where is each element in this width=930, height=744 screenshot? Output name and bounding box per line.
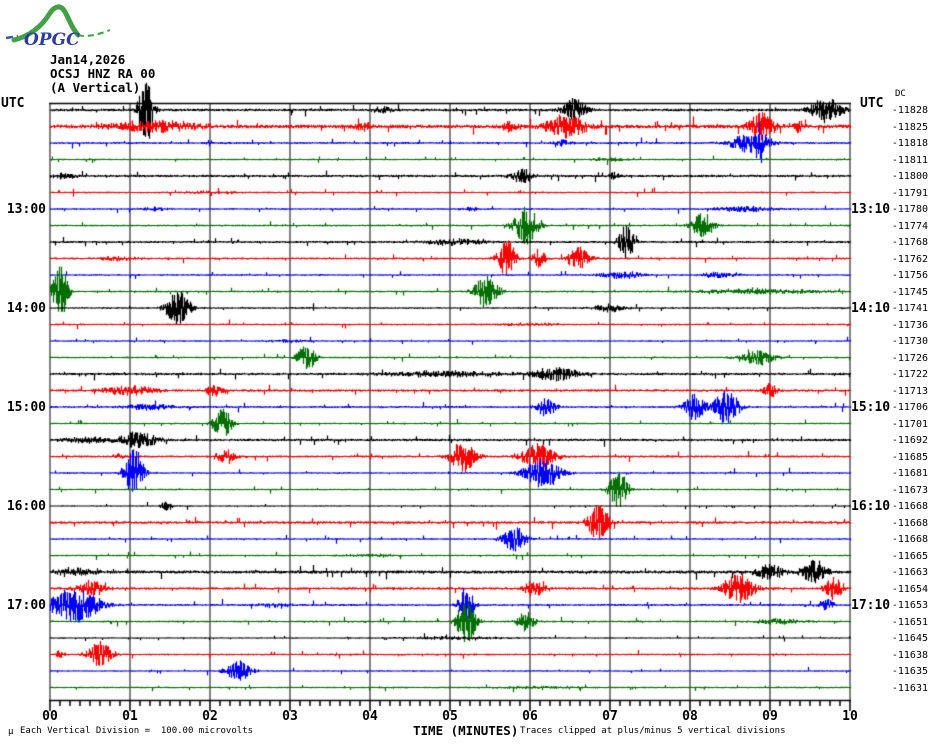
hour-label-left: 13:00 <box>6 202 46 217</box>
hour-label-left: 16:00 <box>6 499 46 514</box>
dc-value: -11668 <box>891 517 928 529</box>
dc-value: -11673 <box>891 484 928 496</box>
dc-value: -11726 <box>891 352 928 364</box>
x-axis-title: TIME (MINUTES) <box>413 723 519 738</box>
dc-value: -11768 <box>891 237 928 248</box>
dc-value: -11741 <box>891 303 928 314</box>
dc-value: -11665 <box>891 550 928 562</box>
dc-value: -11681 <box>891 468 928 479</box>
dc-value: -11762 <box>891 253 928 265</box>
dc-value: -11668 <box>891 501 928 512</box>
x-tick-label: 09 <box>762 709 778 724</box>
header-component: (A Vertical) <box>50 80 141 95</box>
vertical-scale-note: Each Vertical Division = 100.00 microvol… <box>20 726 253 736</box>
dc-value: -11651 <box>891 616 928 628</box>
dc-value: -11654 <box>891 583 928 595</box>
dc-value: -11780 <box>891 204 928 215</box>
dc-value: -11635 <box>891 666 928 677</box>
x-tick-label: 02 <box>202 709 218 724</box>
x-tick-label: 04 <box>362 709 378 724</box>
clip-note: Traces clipped at plus/minus 5 vertical … <box>520 726 786 736</box>
hour-label-right: 14:10 <box>851 301 891 316</box>
dc-value: -11713 <box>891 385 928 397</box>
dc-value: -11811 <box>891 154 928 166</box>
dc-value: -11774 <box>891 220 928 232</box>
dc-value: -11825 <box>891 121 928 133</box>
x-tick-label: 03 <box>282 709 298 724</box>
dc-value: -11722 <box>891 369 928 380</box>
header-station: OCSJ HNZ RA 00 <box>50 66 156 81</box>
dc-value: -11730 <box>891 336 928 347</box>
x-tick-label: 06 <box>522 709 538 724</box>
dc-value: -11745 <box>891 286 928 298</box>
hour-label-right: 17:10 <box>851 598 891 613</box>
x-tick-label: 07 <box>602 709 618 724</box>
dc-value: -11638 <box>891 649 928 661</box>
dc-value: -11653 <box>891 600 928 611</box>
dc-value: -11756 <box>891 270 928 281</box>
hour-label-left: 17:00 <box>6 598 46 613</box>
dc-value: -11828 <box>891 105 928 116</box>
dc-column-label: DC <box>895 89 906 99</box>
hour-label-right: 16:10 <box>851 499 891 514</box>
hour-label-left: 14:00 <box>6 301 46 316</box>
opgc-logo-icon: OPGC <box>5 4 111 50</box>
micro-glyph: µ <box>8 727 14 737</box>
dc-value: -11631 <box>891 682 928 694</box>
hour-label-left: 15:00 <box>6 400 46 415</box>
dc-value: -11701 <box>891 418 928 430</box>
x-tick-label: 08 <box>682 709 698 724</box>
dc-value: -11645 <box>891 633 928 644</box>
x-tick-label: 00 <box>42 709 58 724</box>
utc-title-left: UTC <box>1 96 25 111</box>
dc-value: -11706 <box>891 402 928 413</box>
dc-value: -11736 <box>891 319 928 331</box>
dc-value: -11800 <box>891 171 928 182</box>
opgc-logo-text: OPGC <box>24 30 80 50</box>
x-tick-label: 05 <box>442 709 458 724</box>
x-tick-label: 10 <box>842 709 858 724</box>
dc-value: -11692 <box>891 435 928 446</box>
hour-label-right: 15:10 <box>851 400 891 415</box>
dc-value: -11685 <box>891 451 928 463</box>
utc-title-right: UTC <box>860 96 884 111</box>
header-date: Jan14,2026 <box>50 52 126 67</box>
x-tick-label: 01 <box>122 709 138 724</box>
dc-value: -11668 <box>891 534 928 545</box>
dc-value: -11818 <box>891 138 928 149</box>
hour-label-right: 13:10 <box>851 202 891 217</box>
dc-value: -11791 <box>891 187 928 199</box>
dc-value: -11663 <box>891 567 928 578</box>
